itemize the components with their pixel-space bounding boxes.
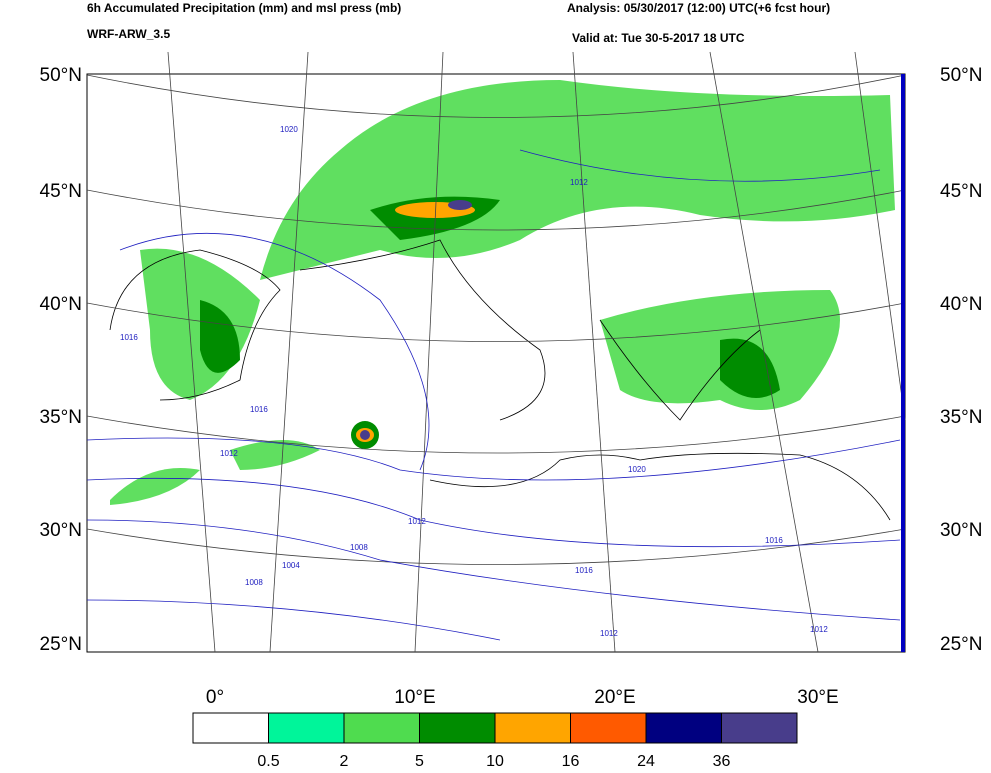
isobar-label: 1012	[810, 625, 828, 634]
isobar-label: 1016	[120, 333, 138, 342]
isobar-label: 1012	[600, 629, 618, 638]
legend-label: 36	[713, 753, 731, 768]
legend-label: 5	[415, 753, 424, 768]
lat-label-left: 45°N	[40, 181, 82, 202]
legend-label: 10	[486, 753, 504, 768]
legend-swatch	[645, 712, 722, 744]
legend: 0.5 2 5 10 16 24 36	[192, 712, 798, 770]
isobar-label: 1008	[350, 543, 368, 552]
precip-extreme	[360, 200, 472, 440]
isobar-label: 1020	[280, 125, 298, 134]
graticule	[86, 51, 906, 653]
model: WRF-ARW_3.5	[87, 27, 170, 41]
lat-label-right: 25°N	[940, 634, 982, 655]
title: 6h Accumulated Precipitation (mm) and ms…	[87, 1, 401, 15]
legend-swatch	[419, 712, 496, 744]
lat-label-left: 30°N	[40, 520, 82, 541]
isobar-label: 1012	[570, 178, 588, 187]
lon-label: 20°E	[594, 687, 635, 708]
isobar-label: 1012	[220, 449, 238, 458]
legend-swatch	[268, 712, 345, 744]
isobar-label: 1008	[245, 578, 263, 587]
lat-label-right: 45°N	[940, 181, 982, 202]
lat-label-right: 30°N	[940, 520, 982, 541]
frame-edge	[901, 74, 905, 652]
isobar-label: 1016	[575, 566, 593, 575]
lat-label-left: 40°N	[40, 294, 82, 315]
lat-label-right: 50°N	[940, 65, 982, 86]
legend-label: 0.5	[257, 753, 279, 768]
lat-label-right: 35°N	[940, 407, 982, 428]
isobar-label: 1004	[282, 561, 300, 570]
lat-label-left: 35°N	[40, 407, 82, 428]
lat-label-left: 50°N	[40, 65, 82, 86]
isobar-label: 1016	[250, 405, 268, 414]
lat-label-left: 25°N	[40, 634, 82, 655]
legend-label: 16	[562, 753, 580, 768]
isobar-label: 1012	[408, 517, 426, 526]
legend-label: 24	[637, 753, 655, 768]
analysis: Analysis: 05/30/2017 (12:00) UTC(+6 fcst…	[567, 1, 830, 15]
isobars	[86, 149, 901, 641]
lon-label: 0°	[206, 687, 224, 708]
valid-time: Valid at: Tue 30-5-2017 18 UTC	[572, 31, 745, 45]
legend-swatch	[570, 712, 647, 744]
legend-swatch	[343, 712, 420, 744]
isobar-label: 1020	[628, 465, 646, 474]
isobar-label: 1016	[765, 536, 783, 545]
legend-label: 2	[340, 753, 349, 768]
lon-label: 30°E	[797, 687, 838, 708]
lon-label: 10°E	[394, 687, 435, 708]
map-area: 1020 1012 1016 1016 1012 1008 1004 1008 1012 1016…	[86, 51, 906, 653]
legend-swatch	[494, 712, 571, 744]
lat-label-right: 40°N	[940, 294, 982, 315]
legend-swatch	[192, 712, 269, 744]
axis-labels: 50°N 50°N 45°N 45°N 40°N 40°N 35°N 35°N 30°N 30°N…	[40, 65, 983, 708]
legend-swatch	[721, 712, 798, 744]
isobar-labels: 1020 1012 1016 1016 1012 1008 1004 1008 1012 1016…	[120, 125, 828, 638]
